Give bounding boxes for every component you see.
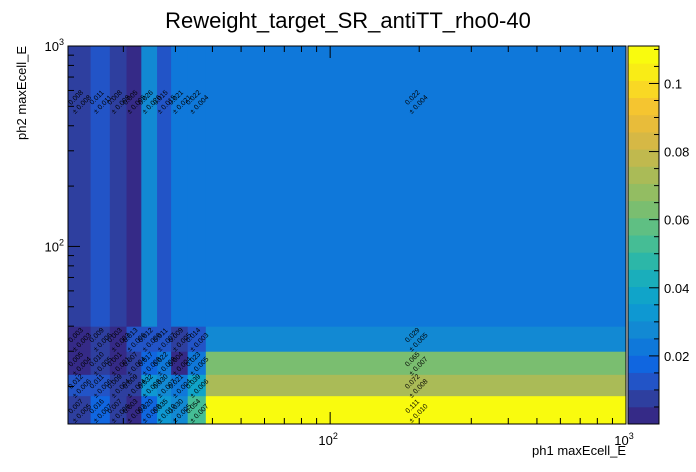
heatmap-cell	[109, 374, 128, 397]
heatmap-cell	[109, 46, 128, 327]
heatmap-cell	[157, 395, 172, 425]
heatmap-cell	[171, 46, 189, 327]
heatmap-cell	[157, 326, 172, 352]
heatmap-cell	[205, 395, 627, 425]
colorbar-band	[628, 372, 659, 391]
heatmap-cell	[90, 395, 111, 425]
heatmap-cell	[141, 351, 158, 375]
heatmap-cell	[187, 395, 207, 425]
y-axis-label: ph2 maxEcell_E	[14, 46, 29, 140]
colorbar-band	[628, 183, 659, 202]
colorbar-tick-label: 0.08	[664, 145, 689, 160]
heatmap-cell	[109, 351, 128, 375]
heatmap-cell	[205, 326, 627, 352]
heatmap-cell	[157, 351, 172, 375]
colorbar-band	[628, 355, 659, 373]
colorbar-band	[628, 235, 659, 253]
heatmap-cell	[90, 351, 111, 375]
colorbar-band	[628, 303, 659, 322]
heatmap-cell	[90, 46, 111, 327]
y-axis: 102 103	[45, 37, 80, 388]
heatmap-cell	[141, 395, 158, 425]
heatmap-cell	[205, 46, 627, 327]
y-tick-label: 103	[45, 37, 64, 54]
heatmap-cell	[141, 46, 158, 327]
heatmap-cell	[68, 374, 92, 397]
colorbar-tick-label: 0.04	[664, 281, 689, 296]
heatmap-cell	[205, 374, 627, 397]
colorbar-band	[628, 80, 659, 99]
heatmap-cell	[157, 46, 172, 327]
heatmap-cell	[68, 351, 92, 375]
heatmap-cell	[126, 374, 142, 397]
colorbar-band	[628, 63, 659, 81]
heatmap-cell	[171, 395, 189, 425]
colorbar-band	[628, 46, 659, 64]
heatmap-cell	[126, 351, 142, 375]
colorbar-band	[628, 149, 659, 167]
colorbar-band	[628, 217, 659, 236]
colorbar-band	[628, 269, 659, 288]
chart-title: Reweight_target_SR_antiTT_rho0-40	[165, 8, 531, 33]
colorbar-tick-label: 0.02	[664, 349, 689, 364]
heatmap-cells	[68, 46, 627, 425]
heatmap-cell	[187, 374, 207, 397]
colorbar-band	[628, 320, 659, 339]
heatmap-cell	[90, 326, 111, 352]
colorbar-band	[628, 406, 659, 425]
colorbar-band	[628, 252, 659, 270]
heatmap-cell	[126, 395, 142, 425]
colorbar: 0.02 0.04 0.06 0.08 0.1	[627, 45, 689, 425]
colorbar-band	[628, 97, 659, 116]
heatmap-cell	[90, 374, 111, 397]
colorbar-band	[628, 389, 659, 408]
x-tick-label: 103	[614, 431, 633, 448]
colorbar-band	[628, 114, 659, 133]
heatmap-cell	[141, 326, 158, 352]
heatmap-cell	[126, 46, 142, 327]
heatmap-cell	[68, 46, 92, 327]
heatmap-cell	[109, 326, 128, 352]
heatmap-cell	[109, 395, 128, 425]
colorbar-tick-label: 0.06	[664, 213, 689, 228]
y-tick-label: 102	[45, 237, 64, 254]
heatmap-cell	[157, 374, 172, 397]
colorbar-band	[628, 286, 659, 305]
colorbar-band	[628, 200, 659, 219]
heatmap-cell	[141, 374, 158, 397]
heatmap-cell	[171, 326, 189, 352]
heatmap-cell	[126, 326, 142, 352]
heatmap-cell	[187, 46, 207, 327]
colorbar-tick-label: 0.1	[664, 76, 682, 91]
colorbar-band	[628, 131, 659, 150]
plot-frame	[67, 45, 627, 425]
colorbar-band	[628, 338, 659, 356]
x-tick-label: 102	[318, 431, 337, 448]
heatmap-cell	[171, 374, 189, 397]
x-axis-label: ph1 maxEcell_E	[532, 443, 626, 458]
heatmap-cell	[187, 326, 207, 352]
heatmap-cell	[171, 351, 189, 375]
heatmap-cell	[68, 395, 92, 425]
colorbar-band	[628, 166, 659, 184]
heatmap-cell	[205, 351, 627, 375]
x-axis: 102 103	[122, 46, 634, 448]
heatmap-cell	[68, 326, 92, 352]
heatmap-cell	[187, 351, 207, 375]
colorbar-frame	[627, 45, 660, 425]
